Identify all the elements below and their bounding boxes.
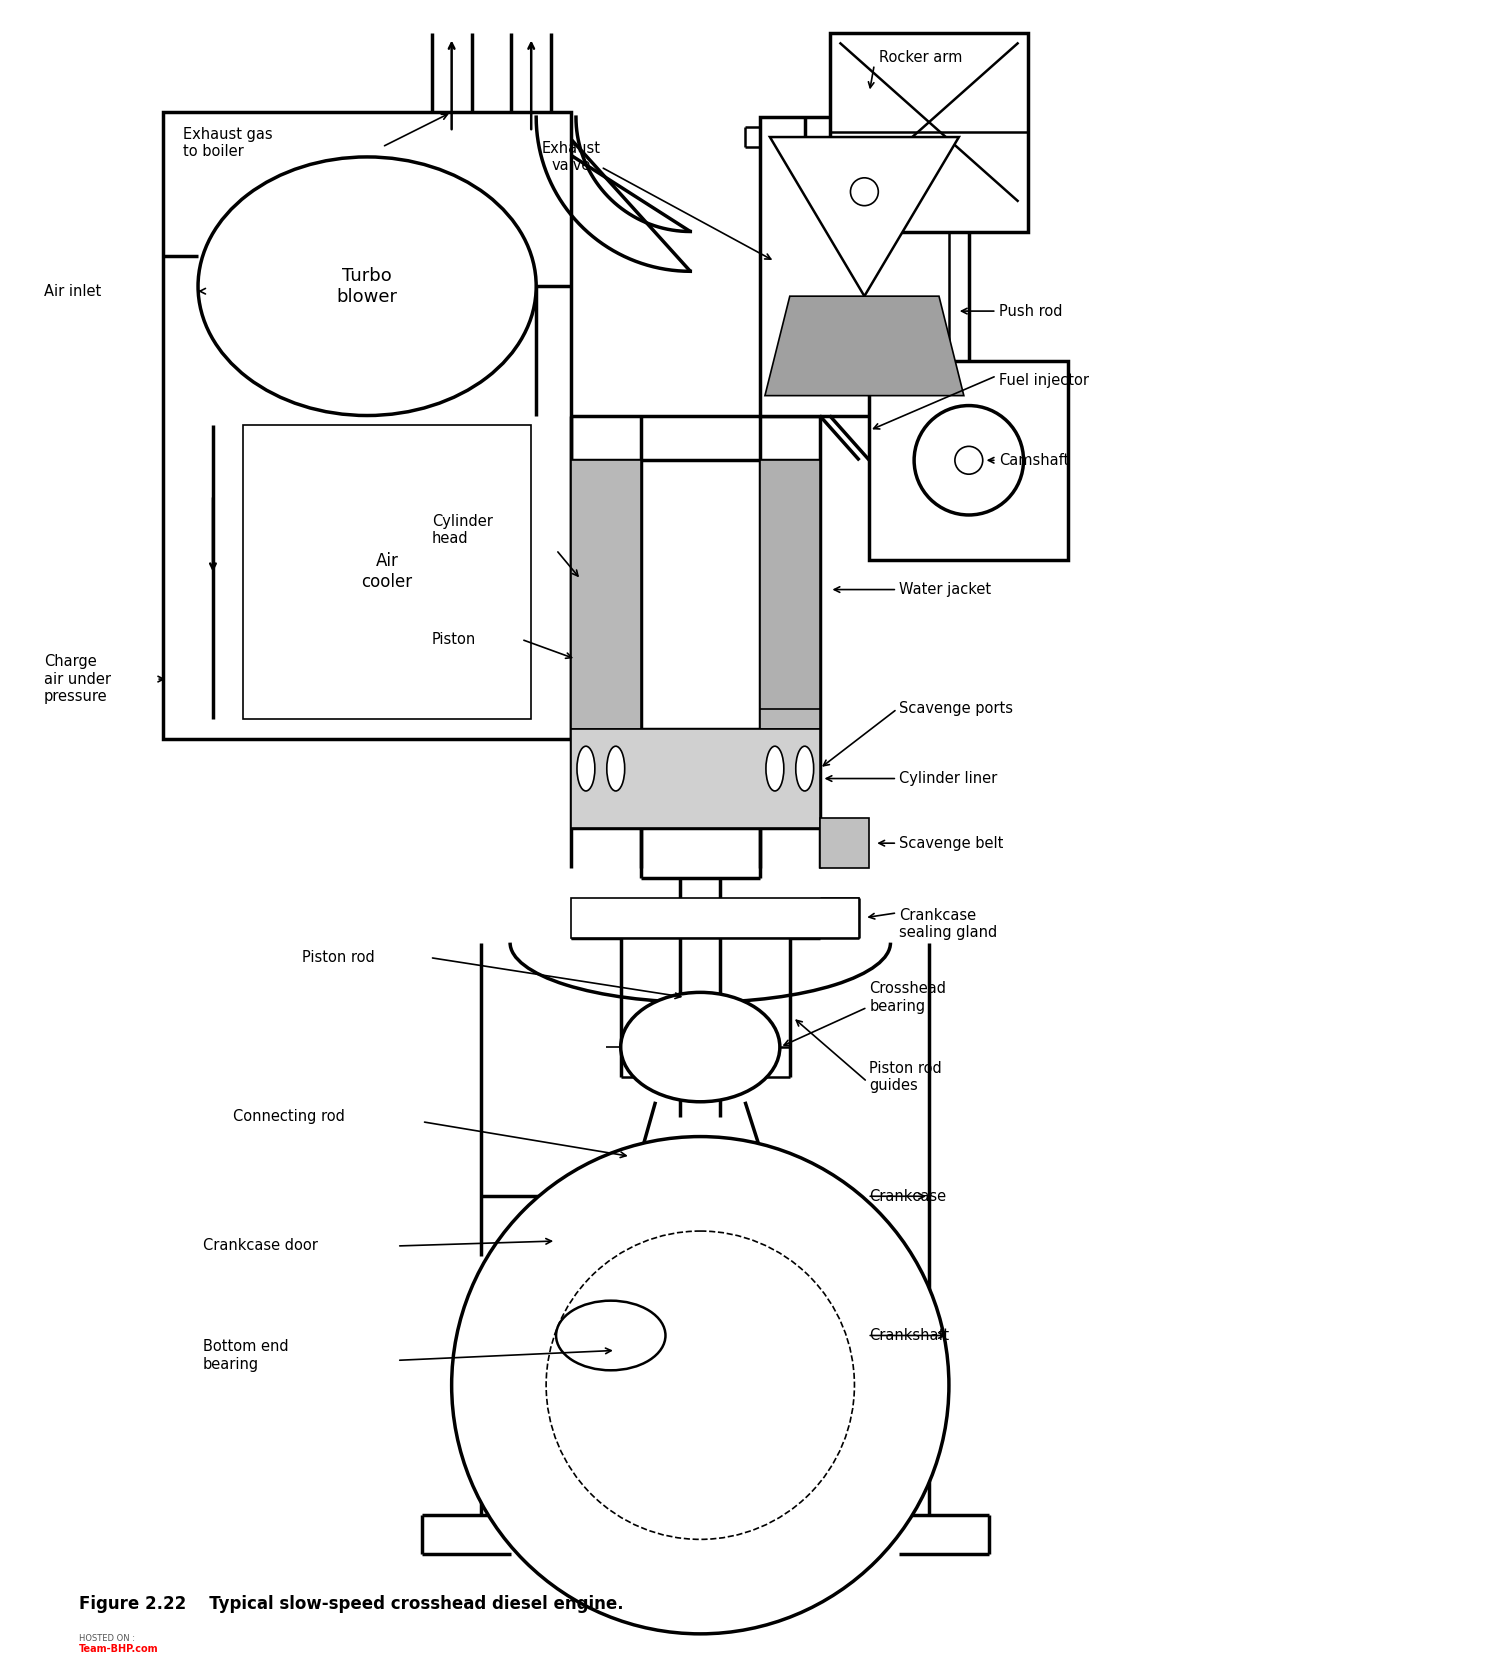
Text: Turbo
blower: Turbo blower [337,267,397,305]
Bar [163,113,570,739]
Text: Scavenge ports: Scavenge ports [898,701,1013,716]
Circle shape [914,406,1023,515]
Text: Cylinder
head: Cylinder head [432,514,492,547]
Text: Push rod: Push rod [999,303,1063,318]
Text: Crankcase
sealing gland: Crankcase sealing gland [898,908,998,940]
Text: Air inlet: Air inlet [44,283,101,298]
Text: Exhaust
valve: Exhaust valve [542,141,600,172]
Text: Air
cooler: Air cooler [361,552,412,592]
Text: Crosshead
bearing: Crosshead bearing [870,981,947,1014]
Ellipse shape [576,746,594,790]
Text: Piston: Piston [432,631,476,646]
Text: Exhaust gas
to boiler: Exhaust gas to boiler [184,128,272,159]
Ellipse shape [796,746,814,790]
Text: Fuel injector: Fuel injector [999,373,1088,388]
Ellipse shape [199,157,536,416]
Bar [570,461,641,729]
Text: Team-BHP.com: Team-BHP.com [78,1644,158,1654]
Text: Figure 2.22    Typical slow-speed crosshead diesel engine.: Figure 2.22 Typical slow-speed crosshead… [78,1596,623,1612]
Bar [242,426,531,719]
Text: Camshaft: Camshaft [999,452,1069,467]
Text: Crankcase door: Crankcase door [203,1238,318,1253]
Text: Crankcase: Crankcase [870,1188,947,1203]
Bar [570,729,820,828]
Polygon shape [771,138,959,297]
Bar [760,118,969,416]
Ellipse shape [555,1301,665,1370]
Polygon shape [765,297,963,396]
Text: HOSTED ON :: HOSTED ON : [78,1634,134,1644]
Circle shape [452,1137,950,1634]
Circle shape [954,446,983,474]
Bar [570,898,859,938]
Text: Piston rod: Piston rod [303,949,375,964]
Circle shape [850,177,879,205]
Bar [870,361,1069,560]
Circle shape [546,1231,855,1539]
Text: Connecting rod: Connecting rod [233,1109,345,1123]
Text: Scavenge belt: Scavenge belt [898,835,1004,850]
Text: Bottom end
bearing: Bottom end bearing [203,1339,289,1372]
Bar [820,819,870,868]
Bar [760,461,820,729]
Ellipse shape [607,746,625,790]
Text: Crankshaft: Crankshaft [870,1327,950,1342]
Ellipse shape [620,993,780,1102]
Text: Charge
air under
pressure: Charge air under pressure [44,655,111,704]
Bar [760,461,820,709]
Text: Rocker arm: Rocker arm [879,50,963,65]
Text: Water jacket: Water jacket [898,582,992,597]
Ellipse shape [766,746,784,790]
Text: Cylinder liner: Cylinder liner [898,771,998,785]
Text: Piston rod
guides: Piston rod guides [870,1060,942,1094]
Bar [829,33,1028,232]
